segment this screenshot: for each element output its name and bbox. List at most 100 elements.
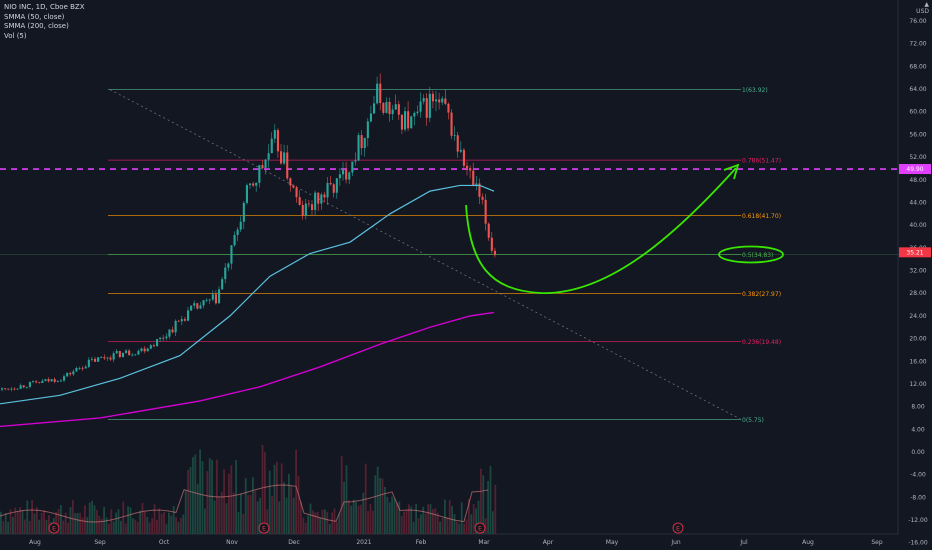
volume-bar: [331, 512, 333, 534]
volume-bar: [62, 520, 65, 534]
candle-body: [258, 165, 261, 183]
volume-bar: [105, 517, 108, 534]
volume-bar: [324, 509, 326, 534]
volume-bar: [139, 510, 141, 534]
volume-bar: [357, 505, 360, 534]
last-price-badge: [899, 247, 931, 258]
candle-body: [143, 348, 146, 352]
volume-bar: [206, 470, 209, 534]
candle-body: [171, 329, 174, 333]
volume-bar: [415, 504, 417, 534]
last-price-badge-label: 35.21: [906, 250, 923, 257]
sma200-line: [0, 311, 495, 428]
candle-body: [13, 388, 16, 390]
volume-ma-line: [0, 484, 489, 523]
volume-bar: [391, 496, 393, 534]
candle-body: [218, 289, 221, 304]
volume-bar: [405, 510, 408, 534]
volume-bar: [307, 515, 309, 534]
volume-bar: [343, 481, 345, 534]
candle-body: [441, 98, 444, 103]
candle-body: [233, 235, 236, 246]
candle-body: [416, 111, 419, 113]
volume-bar: [295, 449, 297, 534]
volume-bar: [417, 518, 420, 534]
fib-level-label: 0.5(34.83): [742, 252, 773, 259]
volume-bar: [158, 508, 161, 534]
y-tick-label: 32.00: [909, 268, 926, 275]
candle-body: [447, 103, 450, 113]
candle-body: [202, 300, 205, 306]
y-tick-label: 56.00: [909, 131, 926, 138]
volume-bar: [326, 511, 329, 534]
volume-bar: [33, 513, 36, 534]
volume-bar: [379, 478, 381, 534]
candle-body: [174, 320, 177, 333]
volume-bar: [57, 508, 60, 534]
candle-body: [329, 183, 332, 185]
fib-level-label: 0(5.75): [742, 417, 764, 424]
x-tick-label: Jul: [739, 539, 748, 546]
candle-body: [146, 348, 149, 352]
candle-body: [81, 367, 84, 369]
candle-body: [462, 149, 465, 166]
volume-bar: [400, 516, 403, 534]
candle-body: [425, 98, 428, 118]
volume-bar: [76, 513, 79, 534]
candle-body: [50, 379, 53, 382]
volume-bar: [211, 459, 213, 534]
volume-bar: [194, 454, 197, 534]
volume-bar: [177, 522, 180, 534]
x-tick-label: May: [606, 539, 619, 546]
volume-bar: [314, 512, 317, 534]
candle-body: [400, 114, 403, 130]
candle-body: [100, 357, 103, 358]
y-tick-label: 72.00: [909, 41, 926, 48]
candle-body: [137, 350, 140, 355]
volume-bar: [468, 499, 470, 534]
volume-bar: [9, 509, 12, 534]
currency-badge[interactable]: ▲ USD: [916, 1, 929, 15]
volume-bar: [91, 500, 93, 534]
volume-bar: [204, 508, 206, 534]
y-tick-label: 28.00: [909, 290, 926, 297]
candle-body: [404, 111, 407, 130]
legend-vol: Vol (5): [4, 31, 27, 40]
candle-body: [323, 194, 326, 198]
volume-bar: [172, 506, 175, 534]
volume-bar: [352, 499, 355, 534]
fib-level-label: 0.618(41.70): [742, 213, 781, 220]
volume-bar: [249, 495, 252, 534]
candle-body: [267, 153, 270, 160]
candle-body: [397, 104, 400, 115]
candle-body: [332, 184, 335, 193]
volume-bar: [84, 505, 86, 534]
candle-body: [221, 279, 224, 290]
y-tick-label: 68.00: [909, 63, 926, 70]
candle-body: [47, 379, 50, 382]
candle-body: [376, 83, 379, 104]
fib-level-label: 0.236(19.48): [742, 339, 781, 346]
volume-bar: [285, 497, 288, 534]
currency-label: USD: [916, 8, 929, 15]
volume-bar: [175, 517, 177, 534]
candle-body: [320, 194, 323, 204]
volume-bar: [319, 517, 321, 534]
candle-body: [165, 336, 168, 339]
candle-body: [32, 381, 35, 383]
y-tick-label: 8.00: [911, 404, 925, 411]
candle-body: [487, 223, 490, 238]
y-tick-label: 12.00: [909, 381, 926, 388]
candle-body: [314, 192, 317, 211]
candle-body: [382, 103, 385, 113]
candle-body: [410, 116, 413, 129]
candle-body: [103, 357, 106, 359]
volume-bar: [489, 466, 492, 534]
volume-bar: [386, 497, 389, 534]
candle-body: [63, 376, 66, 381]
volume-bar: [446, 517, 449, 534]
volume-bar: [388, 502, 391, 534]
candle-body: [59, 380, 62, 382]
volume-bar: [482, 475, 485, 534]
